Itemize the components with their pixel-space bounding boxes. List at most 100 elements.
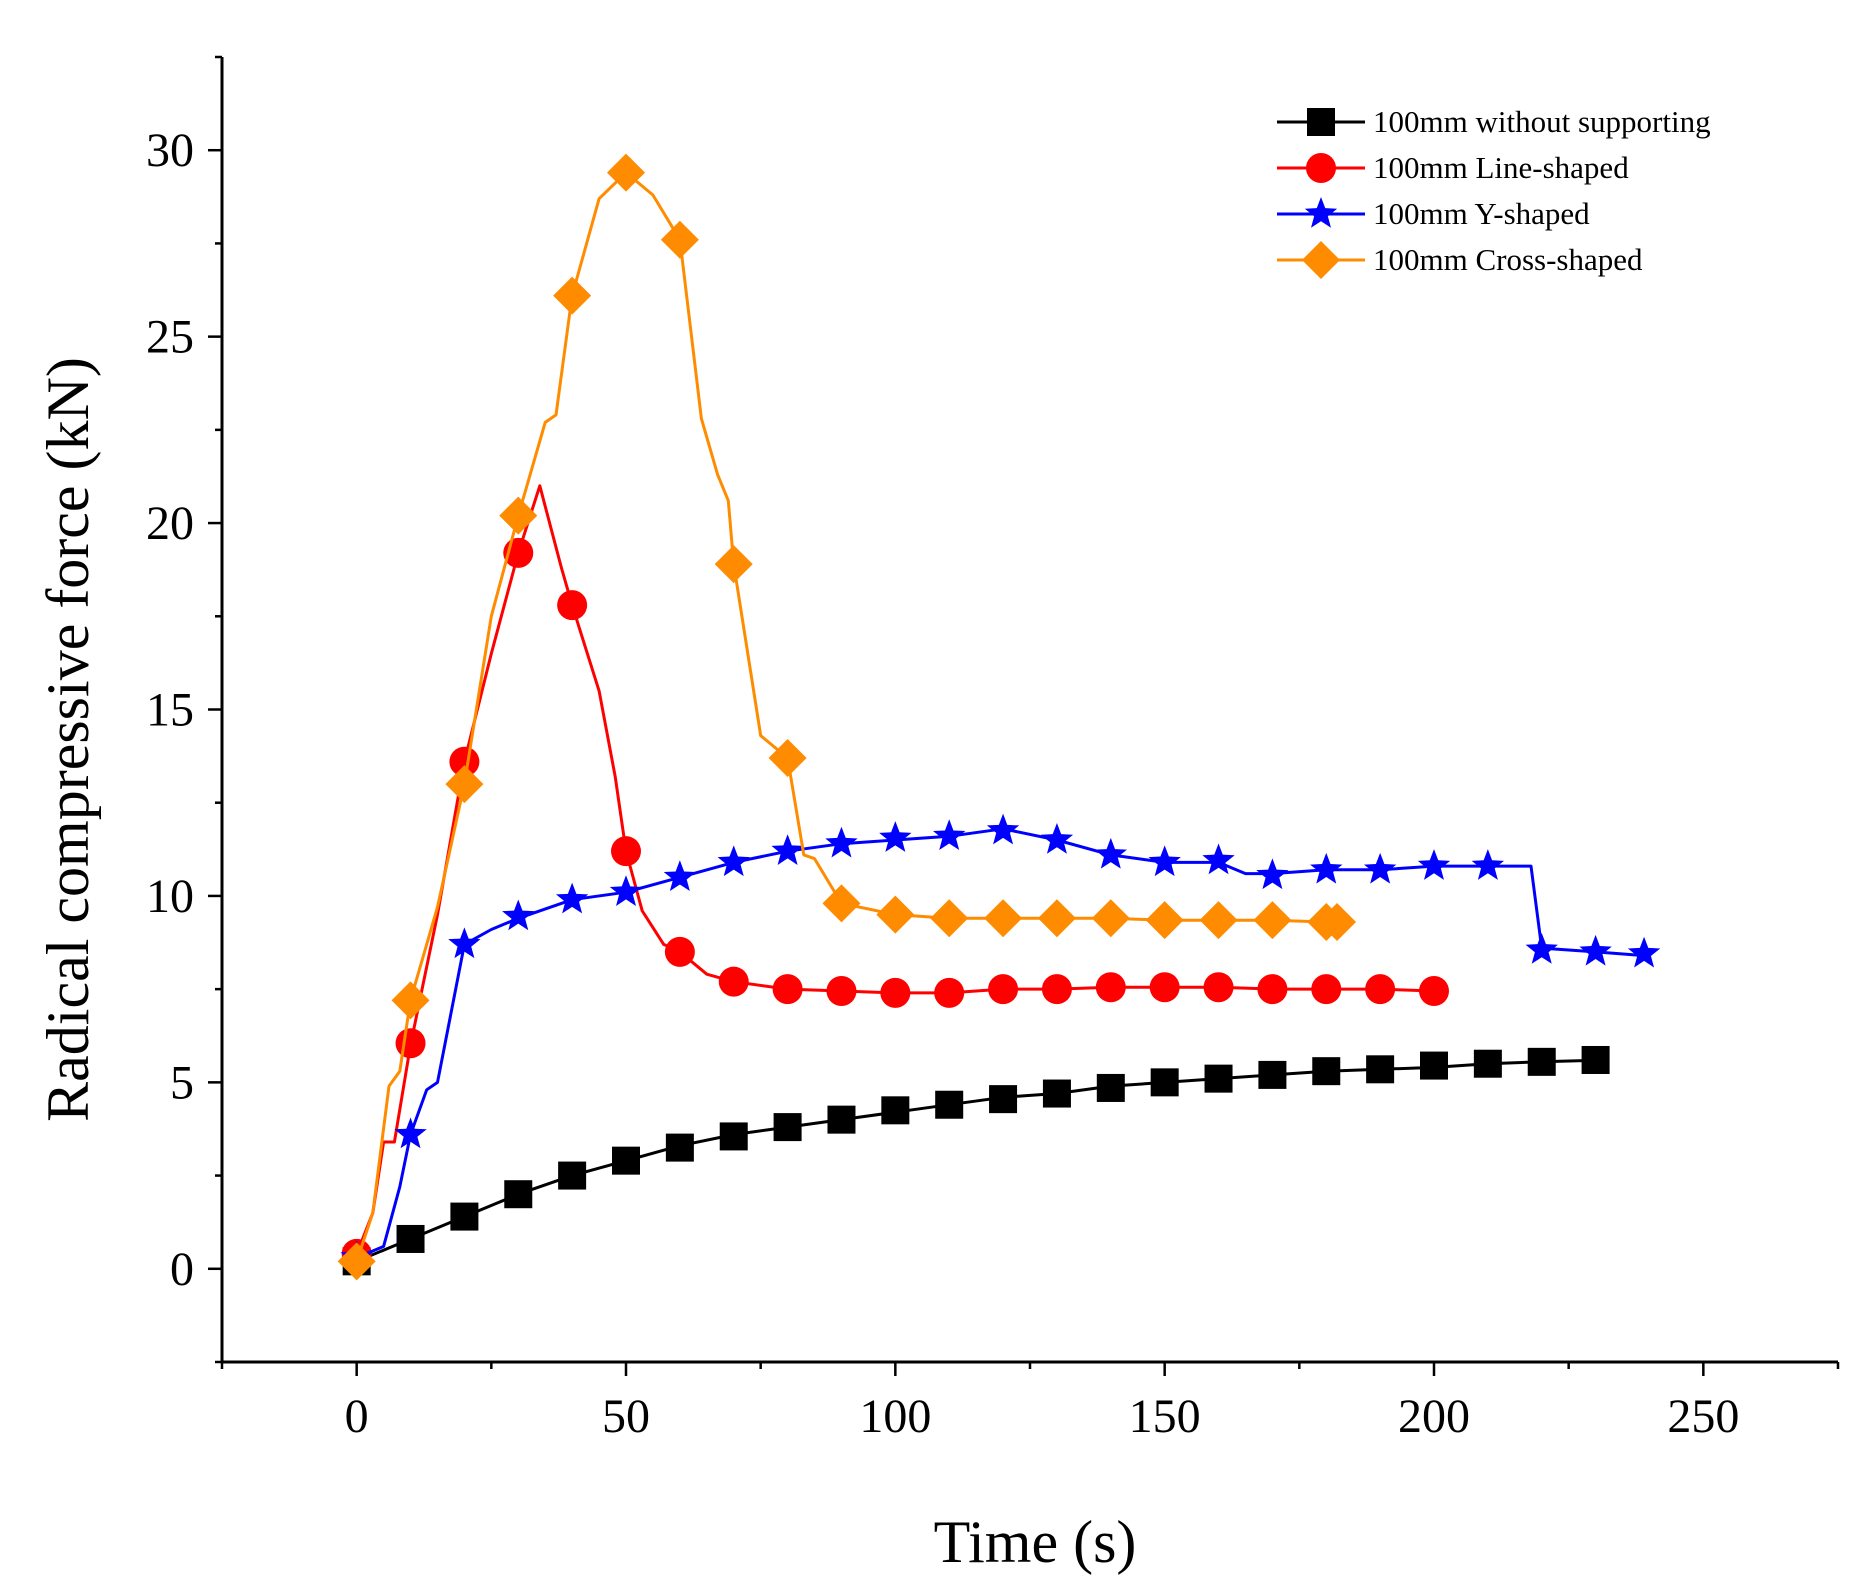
data-point bbox=[558, 1161, 587, 1190]
legend-marker bbox=[1306, 153, 1336, 183]
series-star bbox=[340, 813, 1661, 1272]
series-line bbox=[355, 171, 1337, 1262]
series-diamond bbox=[337, 153, 1357, 1281]
data-point bbox=[989, 1085, 1018, 1114]
legend-item: 100mm Cross-shaped bbox=[1277, 241, 1643, 279]
data-point bbox=[1311, 974, 1342, 1005]
data-point bbox=[660, 220, 699, 259]
data-point bbox=[880, 977, 911, 1008]
axes: 0 5 10 15 20 25 30 0 50 100 150 200 250 bbox=[146, 55, 1840, 1443]
data-point bbox=[1581, 1045, 1610, 1074]
data-point bbox=[1366, 1055, 1395, 1084]
data-point bbox=[930, 899, 969, 938]
data-point bbox=[1312, 1057, 1341, 1086]
data-point bbox=[1420, 1051, 1448, 1080]
legend-label: 100mm without supporting bbox=[1373, 104, 1711, 139]
series-layer bbox=[337, 153, 1661, 1281]
y-tick-label: 5 bbox=[170, 1056, 194, 1109]
data-point bbox=[876, 895, 915, 934]
data-point bbox=[391, 981, 430, 1020]
data-point bbox=[984, 899, 1023, 938]
data-point bbox=[934, 977, 965, 1008]
data-point bbox=[450, 1202, 479, 1231]
data-point bbox=[1318, 903, 1357, 942]
data-point bbox=[1527, 1047, 1556, 1076]
data-point bbox=[1041, 974, 1072, 1005]
y-axis-title: Radical compressive force (kN) bbox=[35, 357, 101, 1122]
data-point bbox=[879, 821, 912, 852]
data-point bbox=[502, 899, 535, 931]
data-point bbox=[827, 1105, 856, 1134]
data-point bbox=[396, 1224, 425, 1253]
data-point bbox=[1419, 976, 1449, 1007]
data-point bbox=[822, 884, 861, 923]
data-point bbox=[717, 845, 750, 877]
series-line bbox=[356, 827, 1645, 1259]
data-point bbox=[1149, 972, 1180, 1003]
data-point bbox=[1365, 974, 1396, 1005]
data-point bbox=[768, 738, 807, 777]
x-tick-label: 50 bbox=[602, 1390, 650, 1443]
data-point bbox=[1040, 823, 1074, 854]
legend-item: 100mm Line-shaped bbox=[1277, 150, 1629, 185]
data-point bbox=[773, 1113, 802, 1142]
data-point bbox=[1310, 852, 1343, 884]
data-point bbox=[714, 545, 753, 584]
x-tick-label: 250 bbox=[1667, 1390, 1739, 1443]
y-tick-label: 30 bbox=[146, 124, 194, 177]
legend-label: 100mm Line-shaped bbox=[1373, 150, 1629, 185]
data-point bbox=[1253, 901, 1292, 940]
legend-item: 100mm Y-shaped bbox=[1277, 196, 1590, 231]
data-point bbox=[607, 153, 645, 192]
x-tick-label: 150 bbox=[1129, 1390, 1201, 1443]
data-point bbox=[986, 813, 1020, 845]
data-point bbox=[612, 1146, 640, 1175]
data-point bbox=[499, 496, 538, 535]
data-point bbox=[664, 936, 695, 967]
legend-item: 100mm without supporting bbox=[1277, 104, 1711, 139]
data-point bbox=[933, 819, 966, 851]
data-point bbox=[1042, 1079, 1071, 1108]
data-point bbox=[826, 976, 857, 1007]
data-point bbox=[553, 276, 592, 315]
x-tick-label: 100 bbox=[859, 1390, 931, 1443]
data-point bbox=[1473, 1049, 1502, 1078]
data-point bbox=[337, 1242, 376, 1281]
data-point bbox=[1363, 852, 1397, 884]
series-line bbox=[356, 1058, 1607, 1263]
data-point bbox=[445, 765, 484, 804]
data-point bbox=[1257, 974, 1288, 1005]
data-point bbox=[1091, 899, 1130, 938]
y-tick-label: 0 bbox=[170, 1243, 194, 1296]
y-tick-label: 15 bbox=[146, 684, 194, 737]
data-point bbox=[557, 590, 588, 621]
data-point bbox=[771, 834, 804, 865]
data-point bbox=[555, 882, 589, 914]
legend: 100mm without supporting 100mm Line-shape… bbox=[1277, 104, 1711, 279]
data-point bbox=[1627, 936, 1661, 968]
data-point bbox=[1258, 1060, 1287, 1089]
data-point bbox=[881, 1096, 910, 1125]
y-tick-label: 25 bbox=[146, 311, 194, 364]
data-point bbox=[772, 974, 803, 1005]
legend-label: 100mm Cross-shaped bbox=[1373, 242, 1643, 277]
data-point bbox=[1096, 1073, 1125, 1102]
legend-marker bbox=[1307, 108, 1335, 136]
data-point bbox=[1256, 858, 1289, 890]
data-point bbox=[719, 1122, 748, 1151]
data-point bbox=[1525, 932, 1558, 964]
y-tick-label: 10 bbox=[146, 870, 194, 923]
data-point bbox=[1579, 934, 1612, 966]
data-point bbox=[1203, 972, 1234, 1003]
data-point bbox=[1095, 972, 1126, 1003]
data-point bbox=[1417, 849, 1451, 880]
series-circle bbox=[341, 484, 1449, 1269]
x-axis-title: Time (s) bbox=[934, 1509, 1137, 1575]
legend-marker bbox=[1302, 241, 1340, 279]
x-tick-label: 0 bbox=[345, 1390, 369, 1443]
data-point bbox=[1202, 843, 1235, 875]
data-point bbox=[1150, 1068, 1179, 1097]
data-point bbox=[1145, 901, 1184, 940]
data-point bbox=[504, 1180, 533, 1209]
